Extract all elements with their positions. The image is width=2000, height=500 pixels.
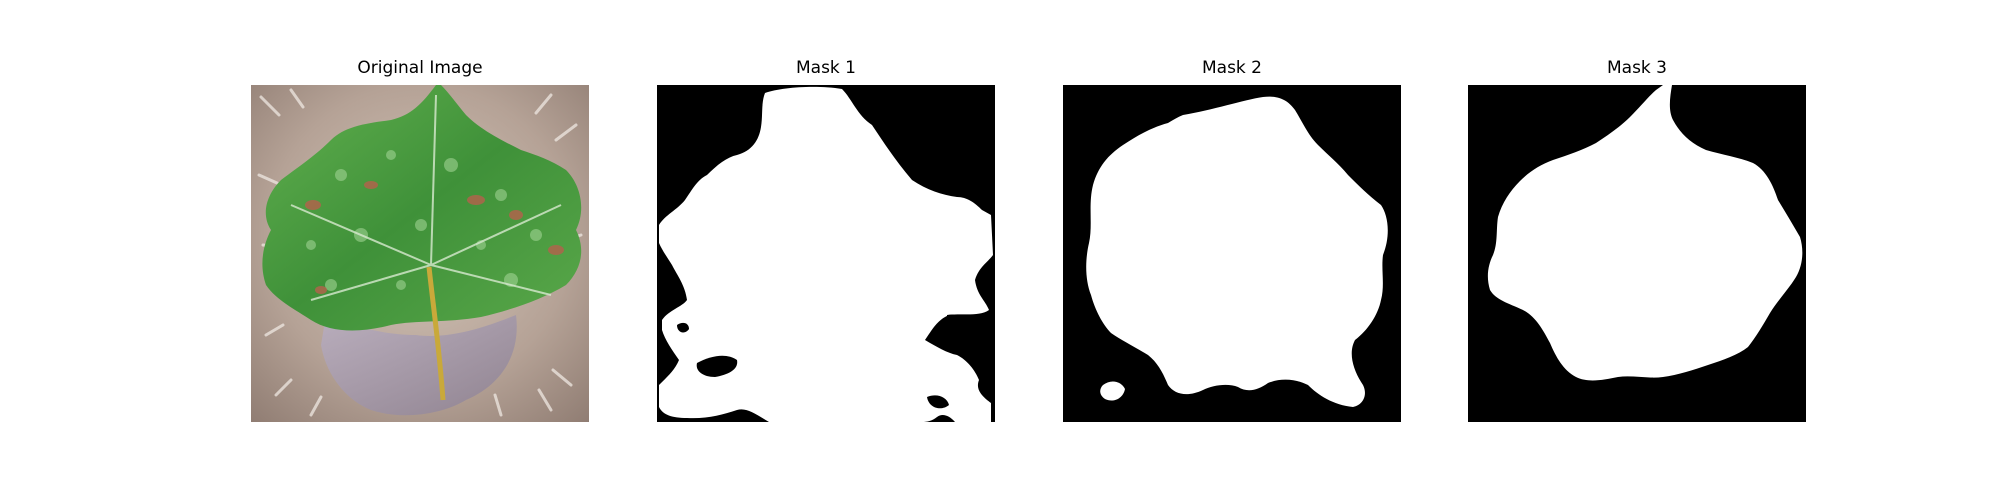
mask-1-title: Mask 1 [795,58,856,78]
original-image-panel: Original Image [251,0,589,500]
mask-1-panel: Mask 1 [657,0,995,500]
original-image-title: Original Image [357,58,483,78]
original-leaf-image [251,85,589,422]
mask-1-image [657,85,995,422]
mask-3-image [1468,85,1806,422]
mask-2-title: Mask 2 [1201,58,1262,78]
mask-3-title: Mask 3 [1606,58,1667,78]
mask-2-image [1063,85,1401,422]
mask-2-panel: Mask 2 [1063,0,1401,500]
mask-3-panel: Mask 3 [1468,0,1806,500]
